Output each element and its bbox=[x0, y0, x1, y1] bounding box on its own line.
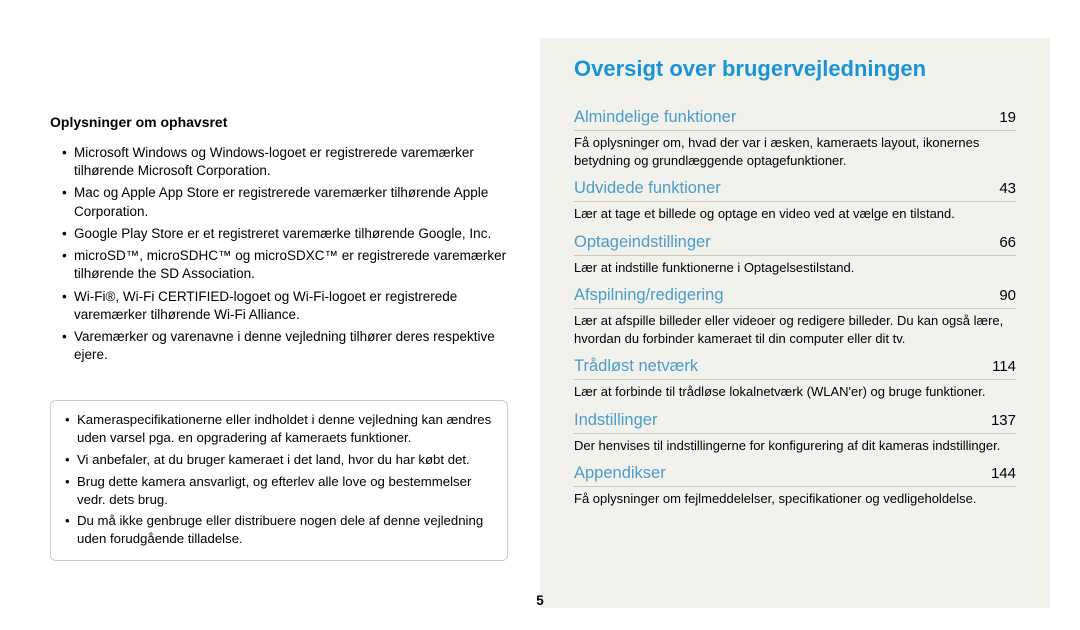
copyright-heading: Oplysninger om ophavsret bbox=[50, 114, 508, 130]
toc-item: Afspilning/redigering 90 Lær at afspille… bbox=[574, 286, 1016, 347]
copyright-bullet-list: Microsoft Windows og Windows-logoet er r… bbox=[50, 144, 508, 364]
toc-header: Appendikser 144 bbox=[574, 464, 1016, 487]
page-number: 5 bbox=[0, 593, 1080, 608]
toc-page: 43 bbox=[999, 180, 1016, 197]
toc-header: Indstillinger 137 bbox=[574, 411, 1016, 434]
toc-description: Få oplysninger om, hvad der var i æsken,… bbox=[574, 134, 1016, 169]
info-box-bullet: Brug dette kamera ansvarligt, og efterle… bbox=[65, 473, 493, 509]
page: Oplysninger om ophavsret Microsoft Windo… bbox=[0, 0, 1080, 630]
toc-page: 66 bbox=[999, 234, 1016, 251]
toc-description: Der henvises til indstillingerne for kon… bbox=[574, 437, 1016, 455]
left-column: Oplysninger om ophavsret Microsoft Windo… bbox=[0, 40, 540, 630]
toc-header: Optageindstillinger 66 bbox=[574, 233, 1016, 256]
toc-page: 144 bbox=[991, 465, 1016, 482]
toc-label[interactable]: Appendikser bbox=[574, 464, 666, 483]
toc-page: 137 bbox=[991, 412, 1016, 429]
toc-description: Lær at forbinde til trådløse lokalnetvær… bbox=[574, 383, 1016, 401]
copyright-bullet: Wi-Fi®, Wi-Fi CERTIFIED-logoet og Wi-Fi-… bbox=[62, 288, 508, 324]
copyright-bullet: Mac og Apple App Store er registrerede v… bbox=[62, 184, 508, 220]
toc-item: Trådløst netværk 114 Lær at forbinde til… bbox=[574, 357, 1016, 401]
toc-item: Optageindstillinger 66 Lær at indstille … bbox=[574, 233, 1016, 277]
copyright-bullet: Microsoft Windows og Windows-logoet er r… bbox=[62, 144, 508, 180]
copyright-bullet: Varemærker og varenavne i denne vejledni… bbox=[62, 328, 508, 364]
toc-label[interactable]: Trådløst netværk bbox=[574, 357, 698, 376]
toc-title: Oversigt over brugervejledningen bbox=[574, 56, 1016, 82]
toc-label[interactable]: Indstillinger bbox=[574, 411, 657, 430]
toc-page: 19 bbox=[999, 109, 1016, 126]
toc-page: 114 bbox=[992, 358, 1016, 375]
toc-header: Trådløst netværk 114 bbox=[574, 357, 1016, 380]
right-column-toc: Oversigt over brugervejledningen Alminde… bbox=[540, 38, 1050, 608]
toc-label[interactable]: Afspilning/redigering bbox=[574, 286, 724, 305]
toc-page: 90 bbox=[999, 287, 1016, 304]
toc-header: Udvidede funktioner 43 bbox=[574, 179, 1016, 202]
info-box-bullet: Vi anbefaler, at du bruger kameraet i de… bbox=[65, 451, 493, 469]
toc-description: Lær at tage et billede og optage en vide… bbox=[574, 205, 1016, 223]
toc-item: Udvidede funktioner 43 Lær at tage et bi… bbox=[574, 179, 1016, 223]
toc-label[interactable]: Almindelige funktioner bbox=[574, 108, 736, 127]
info-box-bullet: Kameraspecifikationerne eller indholdet … bbox=[65, 411, 493, 447]
toc-item: Almindelige funktioner 19 Få oplysninger… bbox=[574, 108, 1016, 169]
info-box-bullet-list: Kameraspecifikationerne eller indholdet … bbox=[53, 411, 493, 548]
toc-description: Lær at afspille billeder eller videoer o… bbox=[574, 312, 1016, 347]
copyright-bullet: Google Play Store er et registreret vare… bbox=[62, 225, 508, 243]
toc-description: Lær at indstille funktionerne i Optagels… bbox=[574, 259, 1016, 277]
info-box: Kameraspecifikationerne eller indholdet … bbox=[50, 400, 508, 561]
toc-label[interactable]: Udvidede funktioner bbox=[574, 179, 721, 198]
toc-description: Få oplysninger om fejlmeddelelser, speci… bbox=[574, 490, 1016, 508]
toc-item: Appendikser 144 Få oplysninger om fejlme… bbox=[574, 464, 1016, 508]
toc-header: Afspilning/redigering 90 bbox=[574, 286, 1016, 309]
toc-label[interactable]: Optageindstillinger bbox=[574, 233, 711, 252]
copyright-bullet: microSD™, microSDHC™ og microSDXC™ er re… bbox=[62, 247, 508, 283]
toc-item: Indstillinger 137 Der henvises til indst… bbox=[574, 411, 1016, 455]
info-box-bullet: Du må ikke genbruge eller distribuere no… bbox=[65, 512, 493, 548]
toc-header: Almindelige funktioner 19 bbox=[574, 108, 1016, 131]
